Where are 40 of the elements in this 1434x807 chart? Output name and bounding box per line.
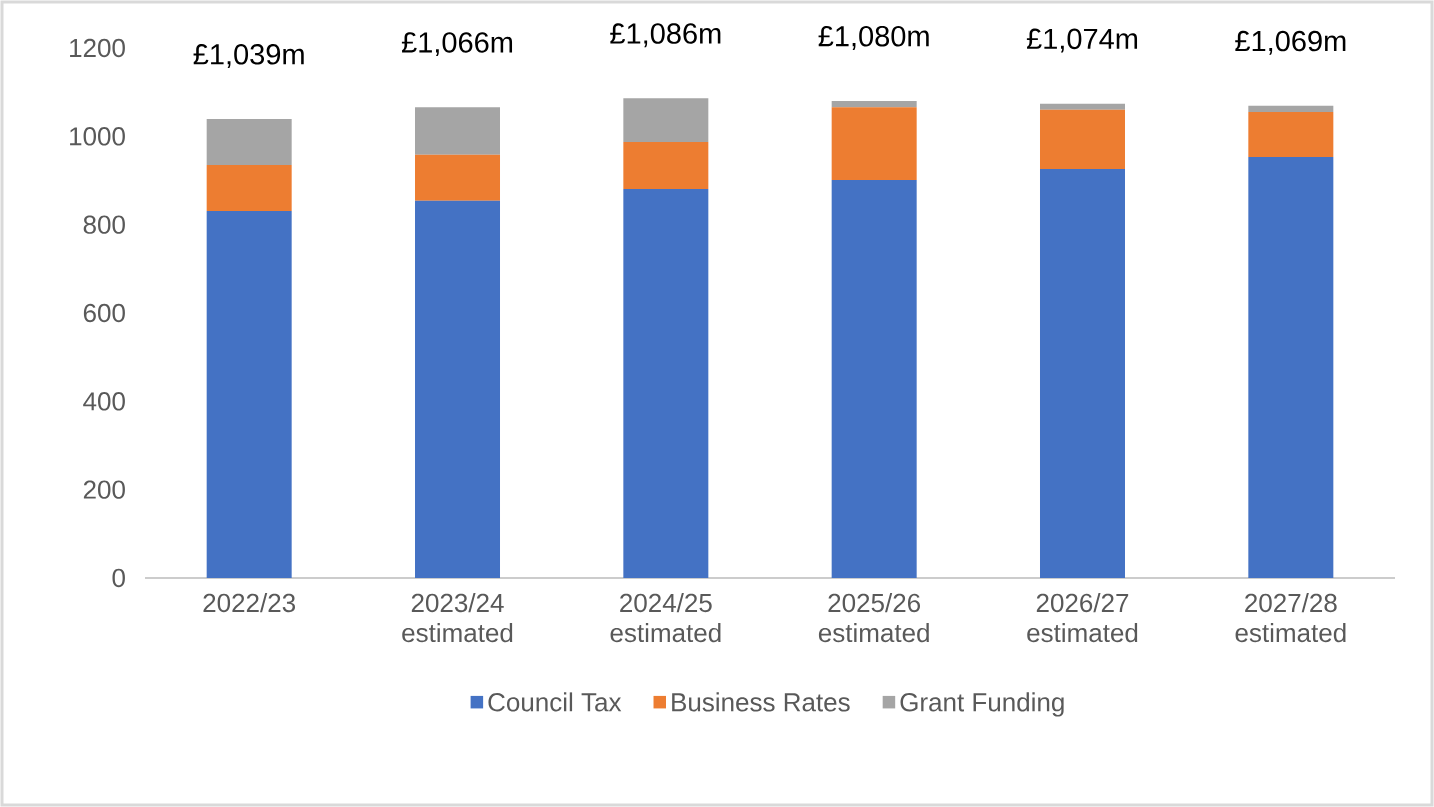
bar [623, 188, 709, 578]
bar [1040, 109, 1125, 169]
y-tick-label: 200 [83, 480, 125, 499]
bar [206, 165, 292, 211]
bar [415, 200, 500, 578]
bar [831, 107, 917, 181]
y-tick-label: 400 [83, 392, 125, 411]
x-tick-label: 2023/24 estimated [402, 593, 513, 643]
bar [206, 210, 292, 578]
bar [415, 107, 500, 155]
total-label: £1,066m [401, 32, 513, 57]
total-label: £1,039m [193, 44, 304, 69]
legend-label: Council Tax [488, 692, 622, 712]
total-label: £1,080m [818, 25, 929, 50]
x-tick-label: 2024/25 estimated [610, 593, 721, 643]
legend-label: Grant Funding [900, 692, 1064, 717]
total-label: £1,074m [1026, 28, 1138, 53]
y-tick-label: 800 [83, 215, 125, 234]
x-tick-label: 2027/28 estimated [1235, 593, 1346, 643]
bar [831, 100, 917, 108]
bar [1040, 169, 1125, 578]
bar [1248, 112, 1334, 158]
bar [623, 98, 709, 143]
y-tick-label: 1200 [70, 38, 125, 58]
total-label: £1,069m [1235, 30, 1346, 55]
legend-label: Business Rates [672, 692, 850, 712]
y-tick-label: 1000 [70, 127, 125, 146]
bar [1248, 105, 1334, 113]
bar [831, 180, 917, 578]
x-tick-label: 2026/27 estimated [1027, 593, 1138, 643]
y-tick-label: 0 [112, 568, 125, 588]
bar [1040, 103, 1125, 110]
bar [1248, 157, 1334, 578]
bar [206, 119, 292, 166]
bar [415, 154, 500, 201]
total-label: £1,086m [610, 23, 721, 48]
x-tick-label: 2022/23 [203, 593, 296, 613]
y-tick-label: 600 [83, 303, 125, 323]
bar [623, 142, 709, 189]
x-tick-label: 2025/26 estimated [818, 593, 929, 643]
